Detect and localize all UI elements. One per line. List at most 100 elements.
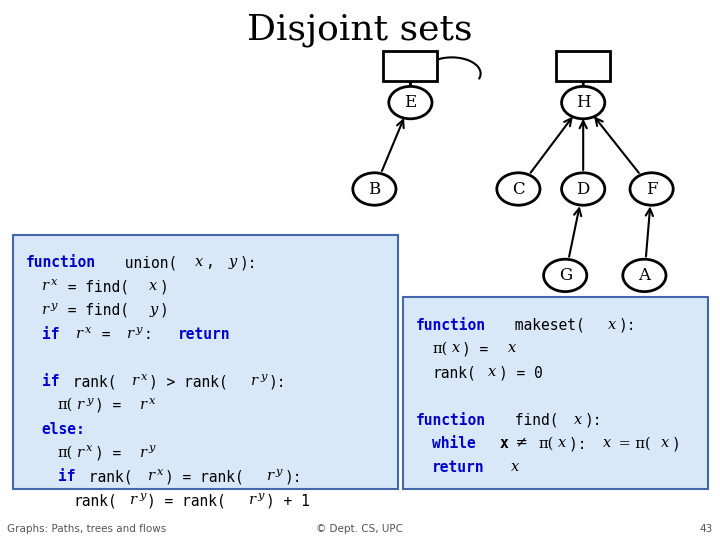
Text: C: C (512, 180, 525, 198)
Text: function: function (26, 255, 96, 271)
Text: Graphs: Paths, trees and flows: Graphs: Paths, trees and flows (7, 523, 166, 534)
Text: F: F (646, 180, 657, 198)
Text: :: : (144, 327, 170, 342)
Text: r: r (127, 327, 134, 341)
Circle shape (544, 259, 587, 292)
FancyBboxPatch shape (383, 51, 438, 81)
Text: union(: union( (116, 255, 178, 271)
Text: r: r (140, 446, 147, 460)
Text: y: y (258, 491, 264, 501)
Text: A: A (639, 267, 650, 284)
FancyBboxPatch shape (13, 235, 398, 489)
Text: = find(: = find( (59, 279, 129, 294)
Text: r: r (132, 374, 139, 388)
Text: x: x (85, 325, 91, 335)
Text: ):: ): (284, 469, 302, 484)
Text: ) = rank(: ) = rank( (147, 493, 226, 508)
Text: y: y (51, 301, 57, 311)
Text: D: D (577, 180, 590, 198)
Text: ):: ): (239, 255, 256, 271)
Text: G: G (559, 267, 572, 284)
Text: x: x (508, 341, 516, 355)
Text: x: x (575, 413, 582, 427)
Text: r: r (249, 493, 256, 507)
Text: x: x (608, 318, 616, 332)
Text: function: function (416, 413, 486, 428)
Text: rank(: rank( (64, 374, 117, 389)
Text: ) =: ) = (94, 398, 130, 413)
Text: y: y (149, 303, 158, 317)
Circle shape (623, 259, 666, 292)
Circle shape (389, 86, 432, 119)
Text: else:: else: (42, 422, 86, 437)
Text: ):: ): (585, 413, 603, 428)
Text: r: r (42, 303, 49, 317)
Text: x: x (157, 467, 163, 477)
Circle shape (630, 173, 673, 205)
Text: rank(: rank( (80, 469, 132, 484)
Text: y: y (149, 443, 155, 454)
Circle shape (353, 173, 396, 205)
Text: if: if (42, 327, 59, 342)
Text: x: x (149, 396, 155, 406)
Text: 43: 43 (700, 523, 713, 534)
Text: rank(: rank( (432, 365, 476, 380)
Text: r: r (77, 398, 84, 412)
Circle shape (562, 173, 605, 205)
Text: y: y (276, 467, 282, 477)
Text: ): ) (160, 303, 168, 318)
Text: return: return (432, 460, 485, 475)
FancyBboxPatch shape (403, 297, 708, 489)
Text: r: r (76, 327, 83, 341)
Text: E: E (404, 94, 417, 111)
Text: x: x (603, 436, 611, 450)
Text: ) = rank(: ) = rank( (165, 469, 244, 484)
Text: x: x (500, 436, 508, 451)
Text: Disjoint sets: Disjoint sets (247, 13, 473, 46)
Text: makeset(: makeset( (506, 318, 585, 333)
Text: y: y (86, 396, 93, 406)
Text: B: B (368, 180, 381, 198)
Text: ):: ): (269, 374, 286, 389)
Text: r: r (130, 493, 137, 507)
FancyBboxPatch shape (557, 51, 611, 81)
Text: x: x (195, 255, 204, 269)
Text: return: return (178, 327, 230, 342)
Text: ) = 0: ) = 0 (499, 365, 543, 380)
Text: x: x (488, 365, 497, 379)
Text: x: x (149, 279, 158, 293)
Text: © Dept. CS, UPC: © Dept. CS, UPC (317, 523, 403, 534)
Text: π(: π( (58, 446, 73, 460)
Text: r: r (251, 374, 258, 388)
Text: ,: , (206, 255, 223, 271)
Circle shape (562, 86, 605, 119)
Text: x: x (86, 443, 93, 454)
Text: y: y (136, 325, 142, 335)
Text: y: y (139, 491, 145, 501)
Text: = find(: = find( (59, 303, 129, 318)
Text: x: x (559, 436, 567, 450)
Text: function: function (416, 318, 486, 333)
Text: r: r (42, 279, 49, 293)
Text: if: if (42, 374, 59, 389)
Text: y: y (228, 255, 237, 269)
Text: while: while (432, 436, 476, 451)
Text: ):: ): (569, 436, 595, 451)
Text: ) + 1: ) + 1 (266, 493, 310, 508)
Text: = π(: = π( (613, 436, 650, 450)
Text: r: r (77, 446, 84, 460)
Text: x: x (661, 436, 669, 450)
Text: x: x (511, 460, 519, 474)
Text: =: = (93, 327, 119, 342)
Text: ≠: ≠ (511, 436, 533, 450)
Text: y: y (260, 372, 266, 382)
Text: r: r (140, 398, 147, 412)
Circle shape (497, 173, 540, 205)
Text: find(: find( (506, 413, 559, 428)
Text: ): ) (160, 279, 168, 294)
Text: ): ) (672, 436, 680, 451)
Text: π(: π( (58, 398, 73, 412)
Text: if: if (58, 469, 75, 484)
Text: H: H (576, 94, 590, 111)
Text: x: x (451, 341, 460, 355)
